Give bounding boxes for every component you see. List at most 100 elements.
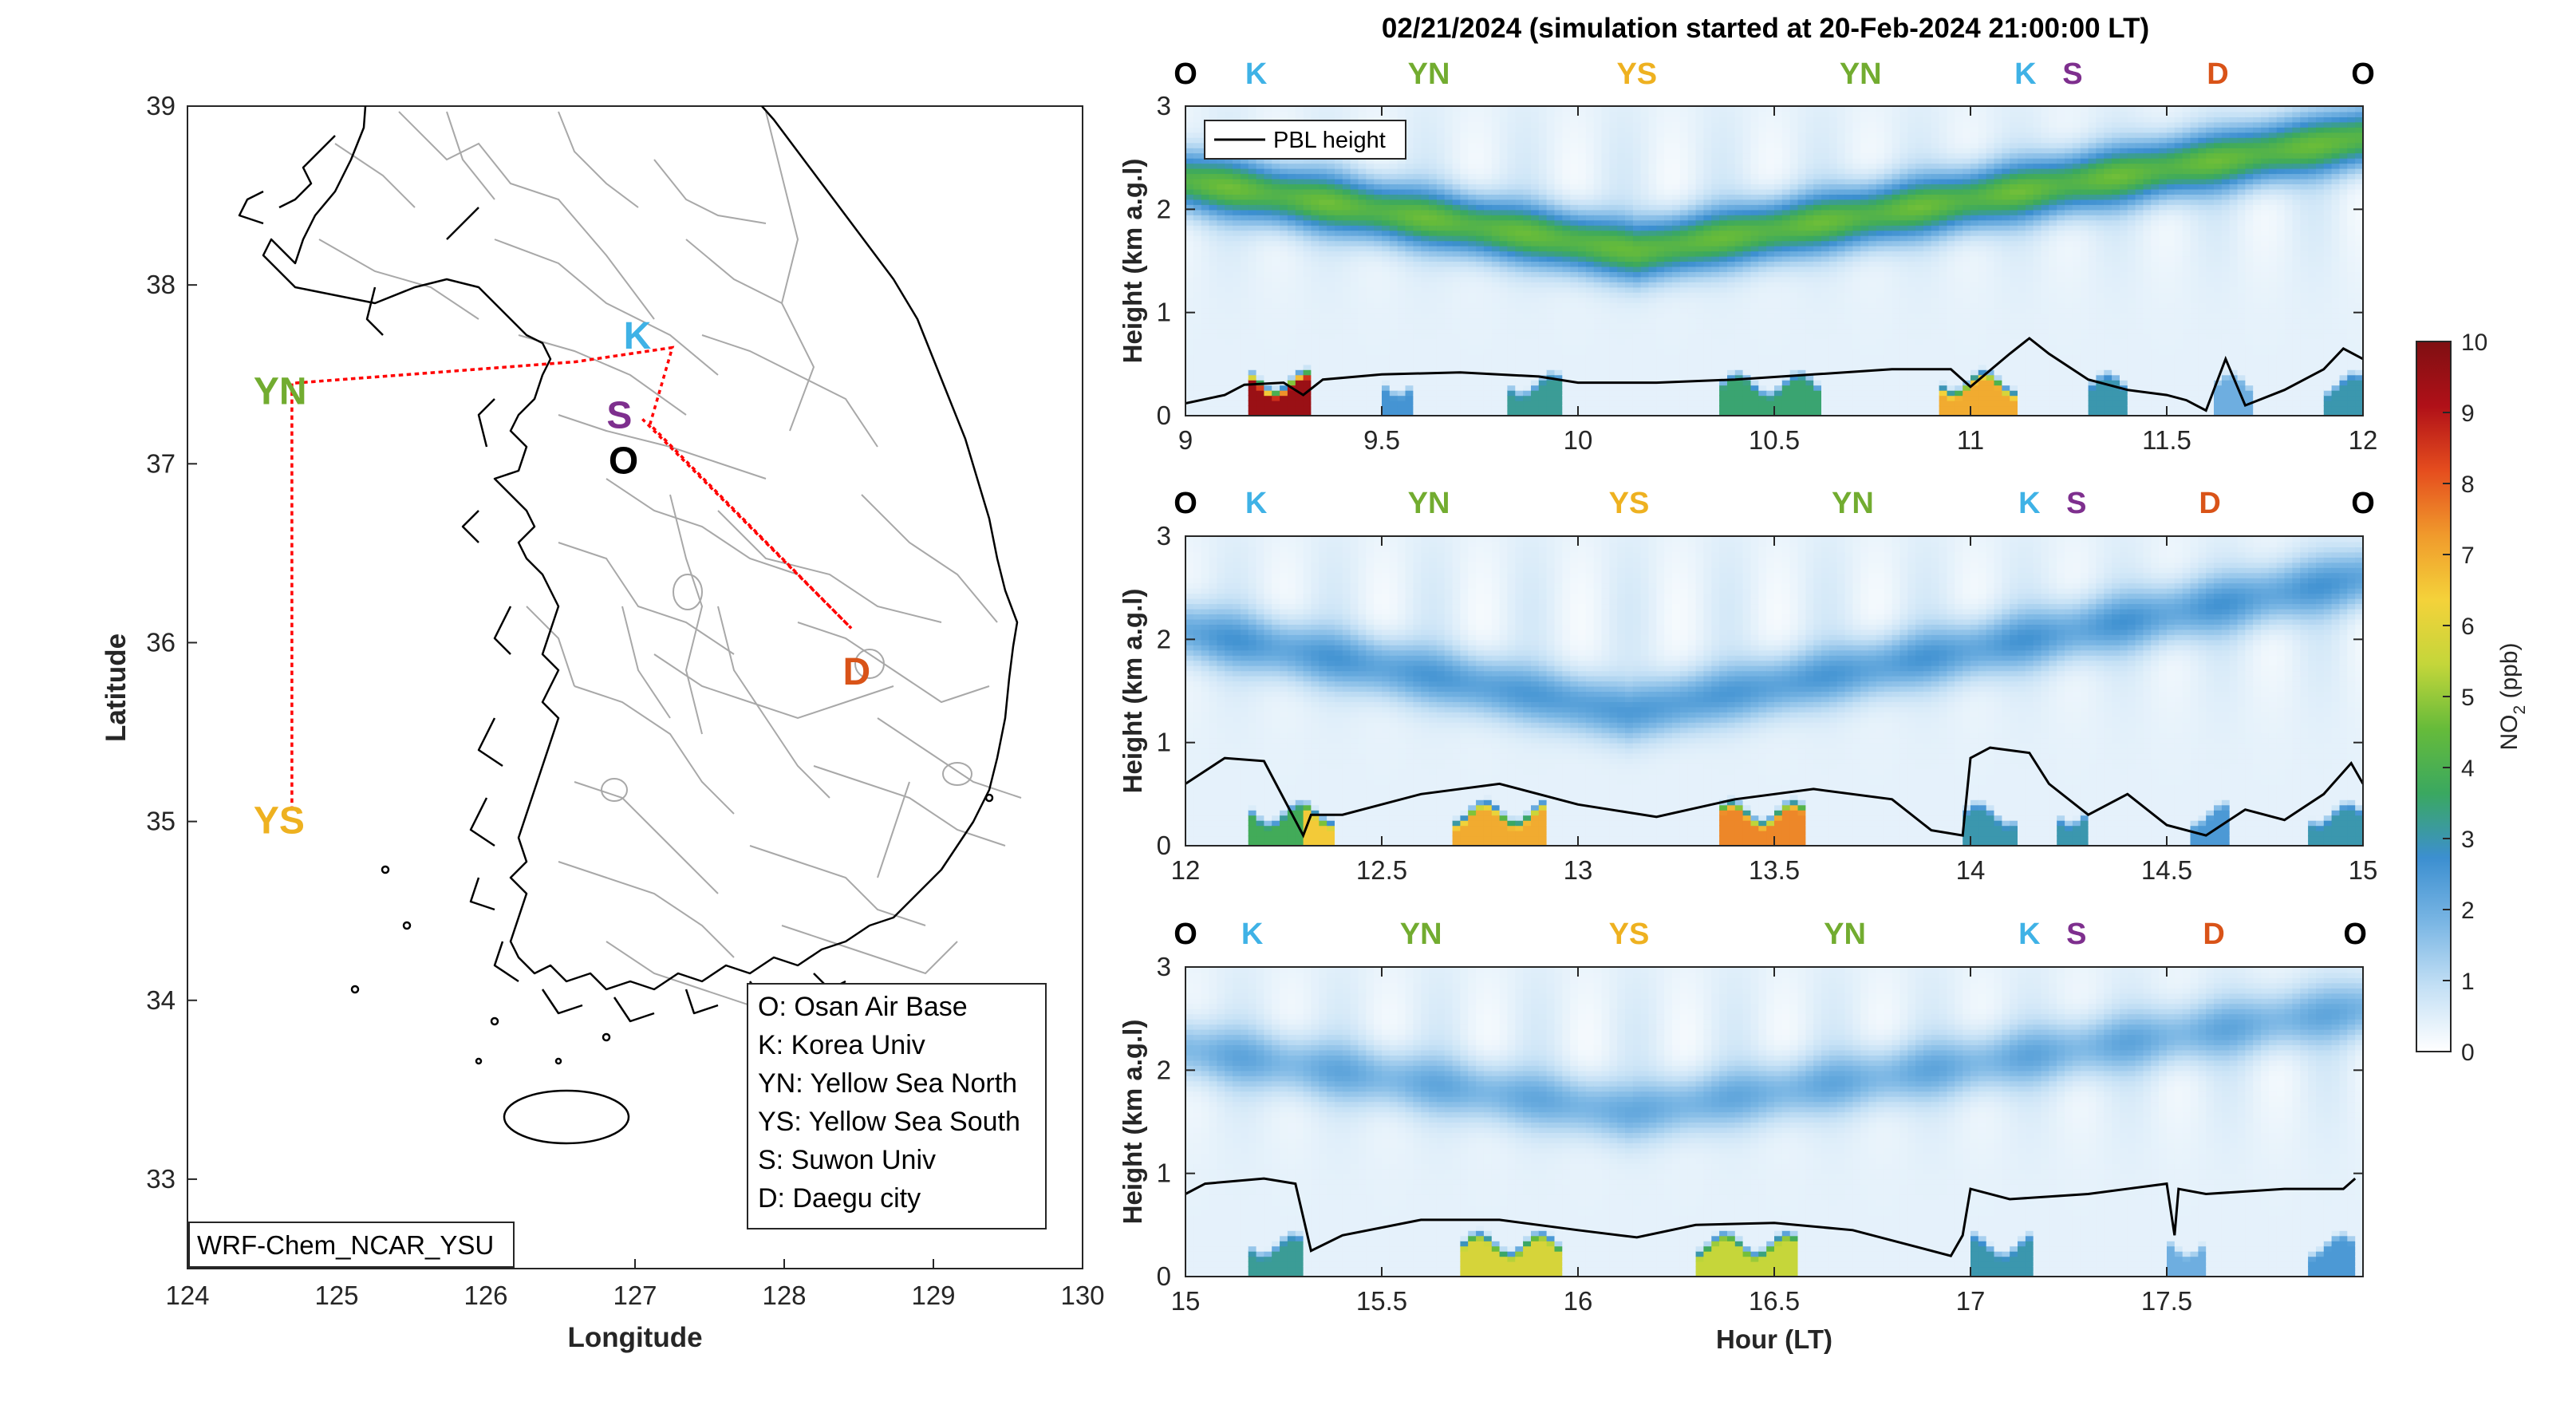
map-ytick-label: 34	[146, 985, 176, 1015]
site-marker-yn: YN	[1400, 918, 1442, 951]
y-tick-label: 3	[1157, 521, 1171, 551]
colorbar-tick-label: 8	[2461, 472, 2475, 498]
pbl-height-line	[1185, 1177, 2357, 1257]
y-axis-label: Height (km a.g.l)	[1118, 1020, 1147, 1225]
pbl-height-line	[1185, 337, 2363, 412]
site-marker-k: K	[1245, 487, 1268, 520]
site-marker-k: K	[1241, 918, 1264, 951]
map-xtick-label: 129	[911, 1281, 955, 1310]
x-tick-label: 15	[2349, 855, 2378, 885]
map-xtick-label: 127	[613, 1281, 657, 1310]
site-label-k: K	[624, 315, 652, 357]
colorbar-tick-label: 3	[2461, 827, 2475, 853]
map-xtick-label: 124	[165, 1281, 209, 1310]
site-marker-ys: YS	[1616, 57, 1657, 91]
site-marker-yn: YN	[1840, 57, 1882, 91]
site-marker-s: S	[2066, 487, 2086, 520]
map-ticks: 124 125 126 127 128 129 130 33 34 35 36 37 38 39	[146, 91, 1104, 1310]
site-marker-o: O	[1174, 57, 1197, 91]
site-marker-k: K	[2018, 487, 2041, 520]
legend-item: D: Daegu city	[758, 1183, 921, 1214]
site-marker-o: O	[2351, 487, 2375, 520]
colorbar-tick-label: 2	[2461, 898, 2475, 924]
figure-title: 02/21/2024 (simulation started at 20-Feb…	[1382, 13, 2149, 44]
no2-heatmap	[1185, 106, 2363, 416]
legend-item: YN: Yellow Sea North	[758, 1068, 1017, 1099]
x-tick-label: 10.5	[1749, 425, 1800, 455]
x-tick-label: 12	[1171, 855, 1201, 885]
site-marker-s: S	[2066, 918, 2086, 951]
x-tick-label: 11.5	[2142, 425, 2191, 455]
site-marker-yn: YN	[1824, 918, 1866, 951]
map-xtick-label: 126	[464, 1281, 507, 1310]
site-labels: O KS YN YS D	[254, 315, 870, 842]
model-label: WRF-Chem_NCAR_YSU	[197, 1230, 494, 1260]
x-tick-label: 11	[1957, 425, 1984, 455]
map-ytick-label: 35	[146, 807, 176, 836]
colorbar-tick-label: 0	[2461, 1040, 2475, 1066]
pbl-legend-label: PBL height	[1273, 128, 1386, 153]
colorbar: 0 1 2 3 4 5 6 7 8 9 10 NO2 (ppb)	[2416, 330, 2529, 1066]
legend-item: S: Suwon Univ	[758, 1145, 936, 1175]
site-marker-o: O	[2351, 57, 2375, 91]
y-tick-label: 1	[1157, 298, 1171, 327]
x-tick-label: 9.5	[1363, 425, 1400, 455]
x-tick-label: 12	[2349, 425, 2378, 455]
flight-track	[290, 345, 853, 813]
colorbar-ticks: 0 1 2 3 4 5 6 7 8 9 10	[2443, 330, 2487, 1066]
y-tick-label: 1	[1157, 1158, 1171, 1188]
site-marker-d: D	[2203, 918, 2224, 951]
site-marker-ys: YS	[1609, 487, 1650, 520]
y-tick-label: 2	[1157, 1055, 1171, 1084]
site-marker-o: O	[1174, 918, 1197, 951]
site-marker-o: O	[2343, 918, 2367, 951]
map-xlabel: Longitude	[567, 1322, 702, 1353]
y-tick-label: 1	[1157, 728, 1171, 757]
site-label-o: O	[609, 440, 638, 482]
x-tick-label: 17.5	[2141, 1286, 2192, 1316]
x-tick-label: 9	[1178, 425, 1193, 455]
site-marker-yn: YN	[1408, 57, 1450, 91]
legend-item: O: Osan Air Base	[758, 992, 968, 1022]
site-legend: O: Osan Air Base K: Korea Univ YN: Yello…	[747, 983, 1047, 1229]
y-axis-label: Height (km a.g.l)	[1118, 159, 1147, 364]
x-tick-label: 14	[1956, 855, 1986, 885]
no2-heatmap	[1185, 967, 2363, 1277]
y-tick-label: 0	[1157, 401, 1171, 430]
site-label-ys: YS	[254, 799, 305, 842]
x-tick-label: 15.5	[1356, 1286, 1407, 1316]
site-marker-s: S	[2062, 57, 2082, 91]
colorbar-tick-label: 9	[2461, 401, 2475, 427]
site-marker-d: D	[2199, 487, 2220, 520]
y-tick-label: 2	[1157, 194, 1171, 223]
colorbar-tick-label: 10	[2461, 330, 2487, 356]
x-tick-label: 17	[1956, 1286, 1986, 1316]
x-tick-label: 14.5	[2141, 855, 2192, 885]
pbl-legend: PBL height	[1204, 120, 1406, 160]
site-legend-frame	[747, 983, 1047, 1229]
map-content	[238, 106, 1022, 1145]
colorbar-label: NO2 (ppb)	[2496, 642, 2529, 750]
site-label-d: D	[843, 651, 871, 693]
map-ytick-label: 36	[146, 627, 176, 657]
province-borders	[318, 111, 1022, 1144]
y-tick-label: 3	[1157, 952, 1171, 981]
map-ylabel: Latitude	[101, 633, 132, 742]
site-marker-d: D	[2207, 57, 2228, 91]
map-ytick-label: 39	[146, 91, 176, 120]
map-ytick-label: 33	[146, 1164, 176, 1194]
site-marker-ys: YS	[1609, 918, 1650, 951]
x-tick-label: 16.5	[1749, 1286, 1800, 1316]
site-label-yn: YN	[254, 370, 307, 412]
map-ytick-label: 38	[146, 270, 176, 299]
y-tick-label: 0	[1157, 831, 1171, 860]
colorbar-tick-label: 7	[2461, 543, 2475, 569]
site-label-s: S	[606, 395, 632, 437]
map-xtick-label: 128	[762, 1281, 806, 1310]
x-tick-label: 15	[1171, 1286, 1201, 1316]
map-xtick-label: 130	[1060, 1281, 1104, 1310]
